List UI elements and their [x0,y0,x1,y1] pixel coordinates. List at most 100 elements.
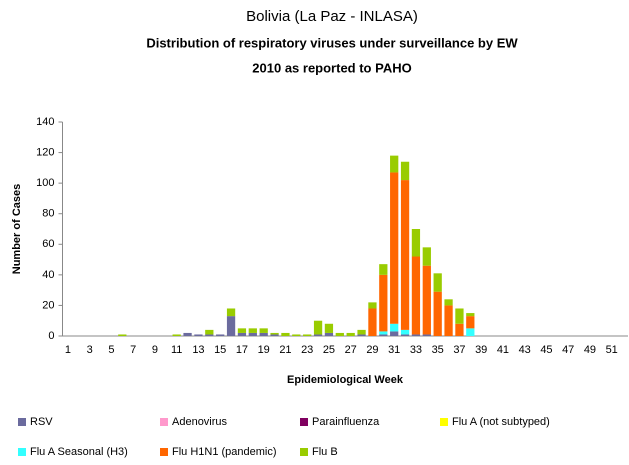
bar-segment [390,331,399,336]
bar-segment [118,334,127,336]
x-tick-label: 21 [279,344,291,356]
bar-segment [455,323,464,336]
bar-segment [237,328,247,333]
x-tick-label: 9 [152,344,158,356]
legend-swatch [300,418,308,426]
bar-segment [390,172,399,324]
bar-segment [368,302,377,309]
bar-segment [205,334,214,336]
bar-segment [205,329,214,335]
legend-label: Adenovirus [172,416,228,428]
bar-segment [216,334,225,336]
x-tick-label: 13 [192,344,204,356]
bar-segment [390,155,399,173]
bar-segment [248,332,257,336]
bar-segment [379,264,388,275]
legend-label: Flu B [312,446,338,458]
bar-segment [411,334,421,336]
bar-segment [422,265,431,335]
x-tick-label: 47 [562,344,574,356]
bar-segment [281,332,290,336]
bar-segment [466,313,475,317]
x-tick-label: 51 [606,344,618,356]
x-tick-label: 49 [584,344,596,356]
y-tick-label: 120 [36,146,54,158]
legend-label: Flu A (not subtyped) [452,416,550,428]
bar-segment [324,332,334,336]
x-tick-label: 23 [301,344,313,356]
bar-segment [172,334,181,336]
bar-segment [422,334,431,336]
bar-segment [400,334,410,336]
legend-swatch [300,448,308,456]
y-tick-label: 0 [48,330,54,342]
x-tick-label: 29 [366,344,378,356]
y-axis-label: Number of Cases [11,184,23,274]
bar-segment [270,332,279,335]
bar-segment [368,308,377,336]
bar-segment [444,305,453,336]
x-tick-label: 5 [108,344,114,356]
bar-segment [411,256,421,335]
legend-swatch [440,418,448,426]
x-tick-label: 7 [130,344,136,356]
bar-segment [455,308,464,324]
bar-segment [433,273,442,292]
bar-segment [335,332,344,336]
bar-segment [259,332,268,336]
x-tick-label: 3 [87,344,93,356]
legend-label: Flu A Seasonal (H3) [30,446,128,458]
x-tick-label: 41 [497,344,509,356]
bar-segment [313,320,323,335]
x-tick-label: 1 [65,344,71,356]
x-tick-label: 43 [519,344,531,356]
bar-segment [248,328,257,333]
x-tick-label: 33 [410,344,422,356]
bar-segment [313,334,323,336]
legend-swatch [160,448,168,456]
legend-swatch [160,418,168,426]
bar-segment [357,334,366,336]
y-tick-label: 60 [42,238,54,250]
bar-segment [324,323,334,333]
bar-segment [400,329,410,335]
bar-segment [444,299,453,306]
bar-segment [346,332,355,336]
bar-segment [379,334,388,336]
x-tick-label: 39 [475,344,487,356]
legend-label: Parainfluenza [312,416,380,428]
x-tick-label: 45 [540,344,552,356]
legend-label: RSV [30,416,53,428]
bar-segment [183,332,192,336]
y-tick-label: 20 [42,299,54,311]
chart-subtitle: Distribution of respiratory viruses unde… [146,35,518,50]
bar-segment [292,334,301,336]
bar-segment [379,331,388,335]
x-tick-label: 27 [345,344,357,356]
x-tick-label: 25 [323,344,335,356]
x-tick-label: 19 [258,344,270,356]
x-tick-label: 31 [388,344,400,356]
x-tick-label: 11 [171,344,182,356]
x-tick-label: 15 [214,344,226,356]
x-axis-label: Epidemiological Week [287,374,404,386]
bar-segment [194,334,203,336]
bar-segment [259,328,268,333]
bar-segment [237,332,247,336]
bar-segment [466,316,475,329]
bar-segment [226,308,236,317]
bar-segment [270,334,279,336]
x-tick-label: 17 [236,344,248,356]
bar-segment [466,328,475,336]
bar-segment [303,334,312,336]
y-tick-label: 100 [36,177,54,189]
x-tick-label: 37 [453,344,465,356]
bar-segment [226,316,236,336]
y-tick-label: 140 [36,116,54,128]
chart-subtitle: 2010 as reported to PAHO [252,60,411,75]
legend-swatch [18,418,26,426]
y-tick-label: 40 [42,269,54,281]
bar-segment [357,329,366,335]
chart-title: Bolivia (La Paz - INLASA) [246,8,418,25]
